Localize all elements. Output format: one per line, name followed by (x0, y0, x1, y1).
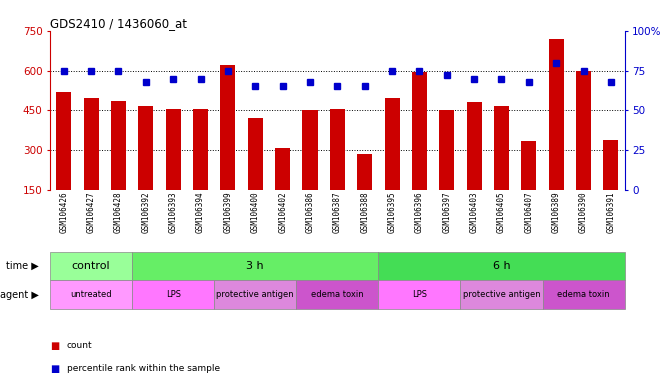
Bar (466, 103, 482, 230)
Text: GDS2410 / 1436060_at: GDS2410 / 1436060_at (50, 17, 187, 30)
Text: percentile rank within the sample: percentile rank within the sample (67, 364, 220, 373)
Bar (84, 98, 99, 230)
Bar (50, 252, 132, 280)
Bar (214, 280, 297, 309)
Bar (385, 98, 399, 230)
Bar (275, 148, 290, 230)
Bar (548, 39, 564, 230)
Bar (303, 111, 317, 230)
Text: LPS: LPS (412, 290, 427, 299)
Bar (50, 280, 132, 309)
Text: ■: ■ (50, 364, 59, 374)
Text: 6 h: 6 h (493, 261, 510, 271)
Text: 3 h: 3 h (246, 261, 264, 271)
Text: protective antigen: protective antigen (463, 290, 540, 299)
Bar (378, 280, 460, 309)
Bar (603, 140, 619, 230)
Text: agent ▶: agent ▶ (0, 290, 39, 300)
Text: time ▶: time ▶ (6, 261, 39, 271)
Text: control: control (72, 261, 110, 271)
Bar (494, 106, 509, 230)
Bar (542, 280, 625, 309)
Bar (378, 252, 625, 280)
Bar (248, 118, 263, 230)
Bar (193, 109, 208, 230)
Bar (56, 92, 71, 230)
Bar (297, 280, 378, 309)
Text: ■: ■ (50, 341, 59, 351)
Bar (138, 106, 154, 230)
Text: untreated: untreated (70, 290, 112, 299)
Text: edema toxin: edema toxin (311, 290, 363, 299)
Bar (166, 109, 181, 230)
Bar (111, 101, 126, 230)
Bar (132, 252, 378, 280)
Bar (220, 65, 235, 230)
Bar (330, 109, 345, 230)
Bar (521, 141, 536, 230)
Bar (460, 280, 542, 309)
Text: count: count (67, 341, 92, 350)
Text: protective antigen: protective antigen (216, 290, 294, 299)
Bar (132, 280, 214, 309)
Text: edema toxin: edema toxin (557, 290, 610, 299)
Text: LPS: LPS (166, 290, 181, 299)
Bar (440, 111, 454, 230)
Bar (357, 154, 372, 230)
Bar (576, 71, 591, 230)
Bar (412, 72, 427, 230)
